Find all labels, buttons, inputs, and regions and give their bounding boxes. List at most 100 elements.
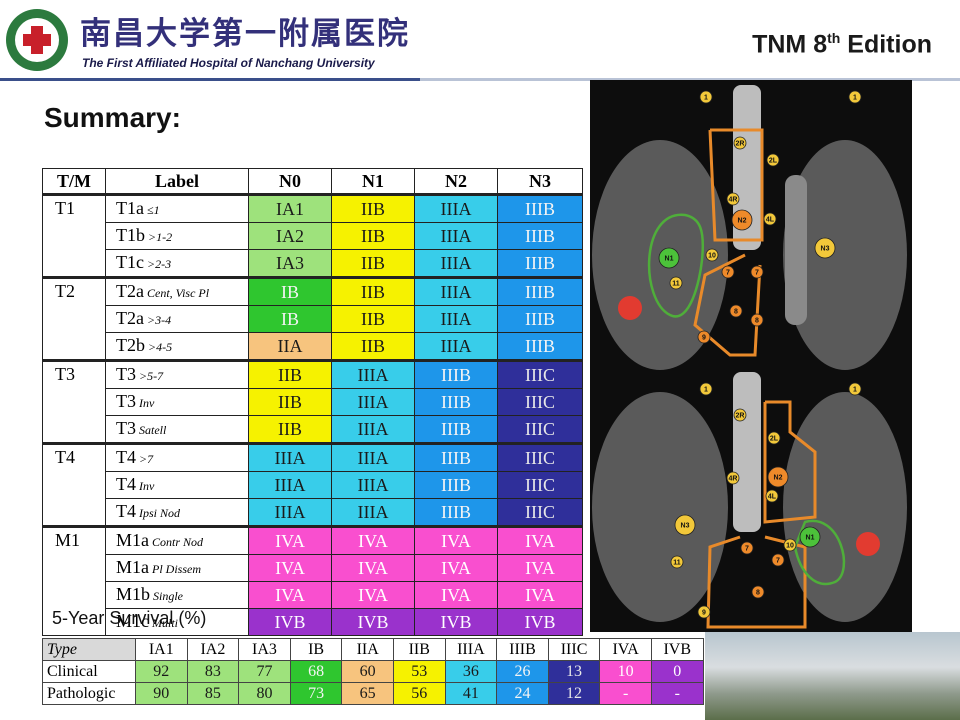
label-cell: T1b >1-2 xyxy=(105,222,249,250)
logo-cross xyxy=(23,34,51,46)
stage-cell: IIB xyxy=(248,359,332,389)
node-label: 4R xyxy=(729,475,738,482)
lymph-node xyxy=(731,209,753,231)
stage-cell: IVA xyxy=(331,581,415,609)
stage-cell: IIIA xyxy=(414,222,498,250)
survival-cell: 83 xyxy=(186,660,240,683)
stage-cell: IIA xyxy=(248,332,332,361)
stage-cell: IIB xyxy=(331,249,415,278)
node-label: N1 xyxy=(806,534,815,541)
node-label: 10 xyxy=(786,542,794,549)
label-cell: T4 Ipsi Nod xyxy=(105,498,249,527)
logo-english: The First Affiliated Hospital of Nanchan… xyxy=(82,56,375,70)
column-header: IA1 xyxy=(135,638,188,661)
stage-cell: IIB xyxy=(331,222,415,250)
stage-cell: IIIB xyxy=(497,305,583,333)
label-note: Cent, Visc Pl xyxy=(146,286,210,300)
tumor xyxy=(618,296,642,320)
stage-cell: IIIA xyxy=(331,471,415,499)
label-text: T1b xyxy=(116,225,145,245)
lymph-node xyxy=(771,553,785,567)
stage-cell: IVB xyxy=(248,608,332,636)
stage-cell: IVA xyxy=(248,554,332,582)
column-header: Label xyxy=(105,168,249,195)
survival-title: 5-Year Survival (%) xyxy=(52,608,207,628)
survival-cell: 65 xyxy=(341,682,394,705)
lymph-node xyxy=(705,248,719,262)
node-label: 9 xyxy=(702,334,706,341)
node-label: 7 xyxy=(726,269,730,276)
survival-cell: 13 xyxy=(547,660,601,683)
survival-cell: 56 xyxy=(392,682,446,705)
stage-cell: IIIC xyxy=(497,359,583,389)
node-label: N3 xyxy=(681,522,690,529)
label-cell: T1a ≤1 xyxy=(105,193,249,223)
stage-row: T4 T4 >7 IIIA IIIA IIIB IIIC xyxy=(42,442,583,527)
node-label: N1 xyxy=(665,255,674,262)
lymph-node xyxy=(763,212,777,226)
building-photo xyxy=(705,632,960,720)
stage-cell: IIIA xyxy=(331,359,415,389)
stage-cell: IVA xyxy=(497,554,583,582)
stage-row: T3 Inv IIB IIIA IIIB IIIC xyxy=(43,388,583,416)
node-label: 2R xyxy=(736,140,745,147)
zone-outline xyxy=(708,128,764,242)
label-cell: T2b >4-5 xyxy=(105,332,249,361)
stage-cell: IIIB xyxy=(497,276,583,306)
stage-cell: IA2 xyxy=(248,222,332,250)
lung xyxy=(592,392,728,622)
stage-cell: IIIC xyxy=(497,415,583,444)
stage-cell: IIB xyxy=(331,276,415,306)
stage-row: T3 Satell IIB IIIA IIIB IIIC xyxy=(43,415,583,444)
stage-row: T4 Ipsi Nod IIIA IIIA IIIB IIIC xyxy=(43,498,583,527)
node-label: 1 xyxy=(704,386,708,393)
label-text: T4 xyxy=(116,474,136,494)
edition-prefix: TNM 8 xyxy=(752,30,828,59)
lymph-node xyxy=(848,90,862,104)
label-note: Contr Nod xyxy=(152,535,204,549)
node-label: 8 xyxy=(734,308,738,315)
node-label: 4R xyxy=(729,196,738,203)
survival-cell: 12 xyxy=(547,682,601,705)
label-note: Single xyxy=(153,589,184,603)
lymph-node xyxy=(699,90,713,104)
group-cell: T3 xyxy=(42,359,106,444)
aorta xyxy=(785,175,807,325)
stage-row: M1b Single IVA IVA IVA IVA xyxy=(43,581,583,609)
lymph-node xyxy=(726,471,740,485)
stage-cell: IIIC xyxy=(497,498,583,527)
stage-cell: IVA xyxy=(497,581,583,609)
node-label: 1 xyxy=(853,94,857,101)
stage-cell: IIIC xyxy=(497,388,583,416)
stage-cell: IB xyxy=(248,305,332,333)
node-label: 1 xyxy=(704,94,708,101)
hilar-outline xyxy=(793,519,846,585)
node-label: 2L xyxy=(769,157,778,164)
stage-cell: IVA xyxy=(497,525,583,555)
stage-cell: IIIA xyxy=(414,193,498,223)
label-text: T2b xyxy=(116,335,145,355)
survival-cell: - xyxy=(650,682,704,705)
stage-cell: IVB xyxy=(414,608,498,636)
stage-cell: IVA xyxy=(414,554,498,582)
stage-cell: IA3 xyxy=(248,249,332,278)
label-cell: T3 >5-7 xyxy=(105,359,249,389)
node-label: 8 xyxy=(756,589,760,596)
lymph-node xyxy=(765,489,779,503)
column-header: IIIA xyxy=(444,638,498,661)
header-row: T/M Label N0 N1 N2 N3 xyxy=(42,168,583,195)
hilar-outline xyxy=(647,213,704,318)
label-text: T3 xyxy=(116,364,136,384)
label-note: Multi xyxy=(152,616,178,630)
survival-cell: 80 xyxy=(238,682,291,705)
label-cell: T3 Inv xyxy=(105,388,249,416)
node-label: 4L xyxy=(766,216,775,223)
stage-cell: IIB xyxy=(248,388,332,416)
stage-cell: IIIA xyxy=(248,442,332,472)
tumor xyxy=(856,532,880,556)
node-label: N3 xyxy=(821,245,830,252)
column-header: IIA xyxy=(341,638,394,661)
summary-title: Summary: xyxy=(44,102,181,133)
stage-cell: IVA xyxy=(248,525,332,555)
